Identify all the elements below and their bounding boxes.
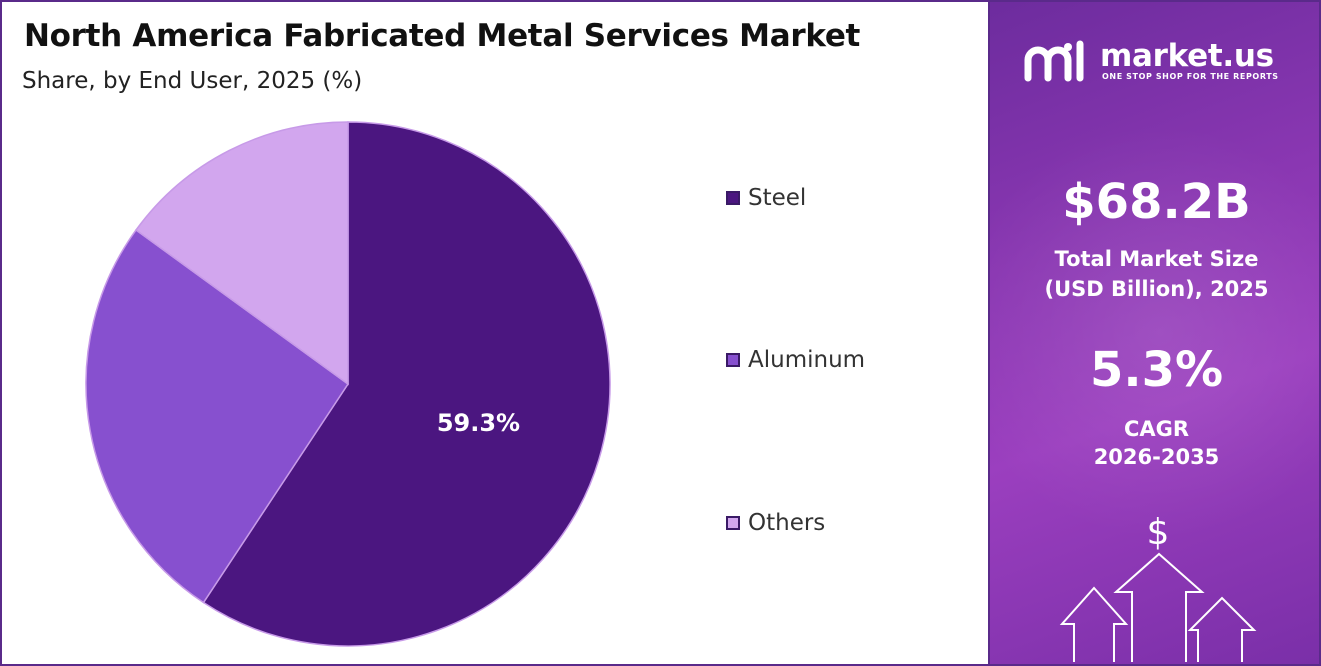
data-label-steel: 59.3% xyxy=(437,409,520,437)
legend-label-steel: Steel xyxy=(748,185,807,211)
market-size-label-line2: (USD Billion), 2025 xyxy=(1044,277,1269,301)
legend-item-aluminum: Aluminum xyxy=(726,347,865,373)
cagr-label: CAGR xyxy=(1123,417,1190,441)
pie-slice-others xyxy=(134,121,349,386)
pie-slice-steel xyxy=(202,121,611,647)
cagr-period: 2026-2035 xyxy=(1093,445,1220,469)
chart-title: North America Fabricated Metal Services … xyxy=(24,18,861,54)
market-size-value: $68.2B xyxy=(1062,174,1251,230)
dollar-sign-icon: $ xyxy=(1147,512,1170,553)
market-size-label-line1: Total Market Size xyxy=(1054,247,1259,271)
brand-logo: market.us ONE STOP SHOP FOR THE REPORTS xyxy=(1024,38,1278,84)
pie-slice-aluminum xyxy=(85,228,350,604)
stats-panel: market.us ONE STOP SHOP FOR THE REPORTS … xyxy=(988,0,1321,666)
legend-swatch-others xyxy=(726,516,740,530)
cagr-value: 5.3% xyxy=(1089,342,1224,398)
market-us-logo-icon xyxy=(1024,40,1084,82)
legend-label-aluminum: Aluminum xyxy=(748,347,866,373)
chart-subtitle: Share, by End User, 2025 (%) xyxy=(22,68,363,94)
chart-panel: North America Fabricated Metal Services … xyxy=(2,2,988,664)
legend-swatch-steel xyxy=(726,191,740,205)
growth-arrows-icon: $ xyxy=(1059,512,1257,662)
legend-item-others: Others xyxy=(726,510,825,536)
pie-chart: 59.3% xyxy=(85,121,611,647)
brand-name: market.us xyxy=(1100,38,1274,74)
legend-item-steel: Steel xyxy=(726,185,806,211)
legend-swatch-aluminum xyxy=(726,353,740,367)
brand-tagline: ONE STOP SHOP FOR THE REPORTS xyxy=(1102,72,1279,81)
legend-label-others: Others xyxy=(748,510,826,536)
